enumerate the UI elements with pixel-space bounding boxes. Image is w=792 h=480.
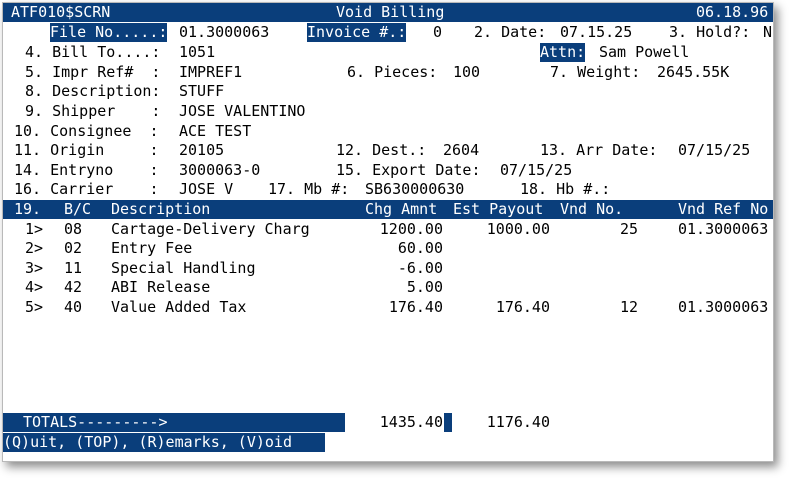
terminal-window: ATF010$SCRN Void Billing 06.18.96 File N… bbox=[2, 2, 774, 462]
attn-field[interactable]: Sam Powell bbox=[599, 43, 690, 61]
row-vnd-no[interactable] bbox=[578, 239, 638, 258]
text-cursor bbox=[444, 413, 452, 432]
totals-label: TOTALS---------> bbox=[23, 413, 168, 432]
consignee-field[interactable]: ACE TEST bbox=[179, 122, 252, 140]
row-num: 5> bbox=[25, 298, 44, 316]
description-label: 8. Description: bbox=[25, 82, 161, 100]
bill-to-label: 4. Bill To....: bbox=[25, 43, 161, 61]
impr-ref-label: 5. Impr Ref# : bbox=[25, 63, 161, 81]
export-date-field[interactable]: 07/15/25 bbox=[500, 161, 573, 179]
date-field[interactable]: 07.15.25 bbox=[560, 23, 633, 41]
file-no-field[interactable]: 01.3000063 bbox=[179, 23, 270, 41]
invoice-label: Invoice #.: bbox=[307, 23, 407, 42]
col-vnd-ref-no: Vnd Ref No bbox=[678, 200, 769, 219]
weight-label: 7. Weight: bbox=[550, 63, 641, 81]
col-vnd-no: Vnd No. bbox=[560, 200, 624, 219]
row-bc[interactable]: 11 bbox=[64, 259, 83, 277]
row-chg-amnt[interactable]: 5.00 bbox=[406, 278, 443, 296]
row-chg-amnt[interactable]: 1200.00 bbox=[379, 220, 443, 238]
row-vnd-no[interactable]: 25 bbox=[619, 220, 638, 238]
row-est-payout[interactable]: 176.40 bbox=[495, 298, 550, 316]
row-description[interactable]: ABI Release bbox=[111, 278, 211, 296]
command-prompt[interactable]: (Q)uit, (TOP), (R)emarks, (V)oid bbox=[3, 433, 292, 452]
shipper-field[interactable]: JOSE VALENTINO bbox=[179, 102, 306, 120]
arr-date-field[interactable]: 07/15/25 bbox=[678, 141, 751, 159]
origin-label: 11. Origin : bbox=[14, 141, 159, 159]
carrier-label: 16. Carrier : bbox=[14, 180, 159, 198]
origin-field[interactable]: 20105 bbox=[179, 141, 225, 159]
row-bc[interactable]: 02 bbox=[64, 239, 83, 257]
dest-label: 12. Dest.: bbox=[336, 141, 427, 159]
row-bc[interactable]: 42 bbox=[64, 278, 83, 296]
arr-date-label: 13. Arr Date: bbox=[540, 141, 658, 159]
row-est-payout[interactable]: 1000.00 bbox=[486, 220, 550, 238]
mb-label: 17. Mb #: bbox=[268, 180, 350, 198]
totals-est-payout: 1176.40 bbox=[486, 413, 550, 431]
row-chg-amnt[interactable]: 176.40 bbox=[388, 298, 443, 316]
attn-label: Attn: bbox=[540, 43, 586, 62]
col-bc: B/C bbox=[64, 200, 92, 219]
row-chg-amnt[interactable]: 60.00 bbox=[397, 239, 443, 257]
weight-field[interactable]: 2645.55K bbox=[657, 63, 730, 81]
entryno-label: 14. Entryno : bbox=[14, 161, 159, 179]
dest-field[interactable]: 2604 bbox=[443, 141, 480, 159]
system-date: 06.18.96 bbox=[696, 3, 769, 22]
bill-to-field[interactable]: 1051 bbox=[179, 43, 216, 61]
entryno-field[interactable]: 3000063-0 bbox=[179, 161, 261, 179]
description-field[interactable]: STUFF bbox=[179, 82, 225, 100]
terminal-screen: ATF010$SCRN Void Billing 06.18.96 File N… bbox=[3, 3, 773, 461]
hold-field[interactable]: N bbox=[763, 23, 773, 41]
col-description: Description bbox=[111, 200, 211, 219]
impr-ref-field[interactable]: IMPREF1 bbox=[179, 63, 243, 81]
row-description[interactable]: Special Handling bbox=[111, 259, 256, 277]
program-name: ATF010$SCRN bbox=[11, 3, 111, 22]
date-label: 2. Date: bbox=[474, 23, 547, 41]
invoice-field[interactable]: 0 bbox=[433, 23, 443, 41]
col-chg-amnt: Chg Amnt bbox=[365, 200, 438, 219]
carrier-field[interactable]: JOSE V bbox=[179, 180, 234, 198]
row-vnd-no[interactable]: 12 bbox=[619, 298, 638, 316]
file-no-label: File No.....: bbox=[50, 23, 168, 42]
row-description[interactable]: Cartage-Delivery Charg bbox=[111, 220, 310, 238]
row-description[interactable]: Value Added Tax bbox=[111, 298, 247, 316]
pieces-field[interactable]: 100 bbox=[453, 63, 481, 81]
export-date-label: 15. Export Date: bbox=[336, 161, 481, 179]
hb-label: 18. Hb #.: bbox=[520, 180, 611, 198]
pieces-label: 6. Pieces: bbox=[347, 63, 438, 81]
row-num: 3> bbox=[25, 259, 44, 277]
totals-chg-amnt: 1435.40 bbox=[379, 413, 443, 431]
row-vnd-ref-no[interactable]: 01.3000063 bbox=[678, 220, 769, 238]
col-est-payout: Est Payout bbox=[453, 200, 544, 219]
row-num: 2> bbox=[25, 239, 44, 257]
row-chg-amnt[interactable]: -6.00 bbox=[397, 259, 443, 277]
row-num: 1> bbox=[25, 220, 44, 238]
row-vnd-no[interactable] bbox=[578, 278, 638, 297]
row-bc[interactable]: 08 bbox=[64, 220, 83, 238]
row-vnd-no[interactable] bbox=[578, 259, 638, 278]
screen-title: Void Billing bbox=[336, 3, 445, 22]
hold-label: 3. Hold?: bbox=[669, 23, 751, 41]
row-est-payout[interactable] bbox=[450, 259, 550, 278]
row-est-payout[interactable] bbox=[450, 278, 550, 297]
row-vnd-ref-no[interactable]: 01.3000063 bbox=[678, 298, 769, 316]
mb-field[interactable]: SB630000630 bbox=[365, 180, 465, 198]
row-bc[interactable]: 40 bbox=[64, 298, 83, 316]
row-description[interactable]: Entry Fee bbox=[111, 239, 193, 257]
col-num: 19. bbox=[14, 200, 42, 219]
row-est-payout[interactable] bbox=[450, 239, 550, 258]
consignee-label: 10. Consignee : bbox=[14, 122, 159, 140]
shipper-label: 9. Shipper : bbox=[25, 102, 161, 120]
row-num: 4> bbox=[25, 278, 44, 296]
